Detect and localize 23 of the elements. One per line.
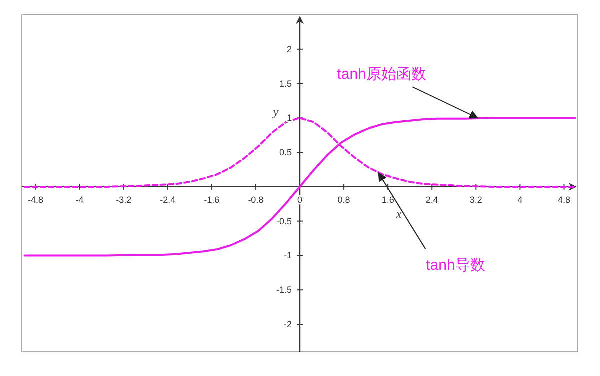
y-tick-label: -1.5 — [276, 285, 292, 296]
x-tick-label: -3.2 — [116, 194, 132, 205]
x-tick-label: 0.8 — [338, 194, 350, 205]
y-tick-label: 1.5 — [279, 78, 292, 89]
x-tick-label: 3.2 — [470, 194, 482, 205]
x-axis-title: x — [395, 206, 402, 221]
x-tick-label: 1.6 — [382, 194, 394, 205]
y-tick-label: -1 — [284, 250, 292, 261]
annotation: tanh导数 — [426, 257, 486, 274]
x-tick-label: 4.8 — [558, 194, 570, 205]
x-tick-label: 2.4 — [426, 194, 438, 205]
x-tick-label: -0.8 — [248, 194, 264, 205]
y-tick-label: 0.5 — [279, 148, 292, 158]
x-tick-label: -2.4 — [160, 194, 176, 205]
x-tick-label: 4 — [518, 194, 523, 205]
x-tick-label: -4 — [76, 194, 84, 205]
annotation: tanh原始函数 — [337, 66, 426, 84]
x-tick-label: -4.8 — [28, 194, 44, 205]
y-axis-title: y — [272, 105, 280, 120]
y-tick-label: -2 — [284, 319, 292, 330]
y-tick-label: -0.5 — [276, 216, 292, 226]
x-tick-label: -1.6 — [204, 194, 220, 205]
y-tick-label: 2 — [286, 44, 292, 54]
